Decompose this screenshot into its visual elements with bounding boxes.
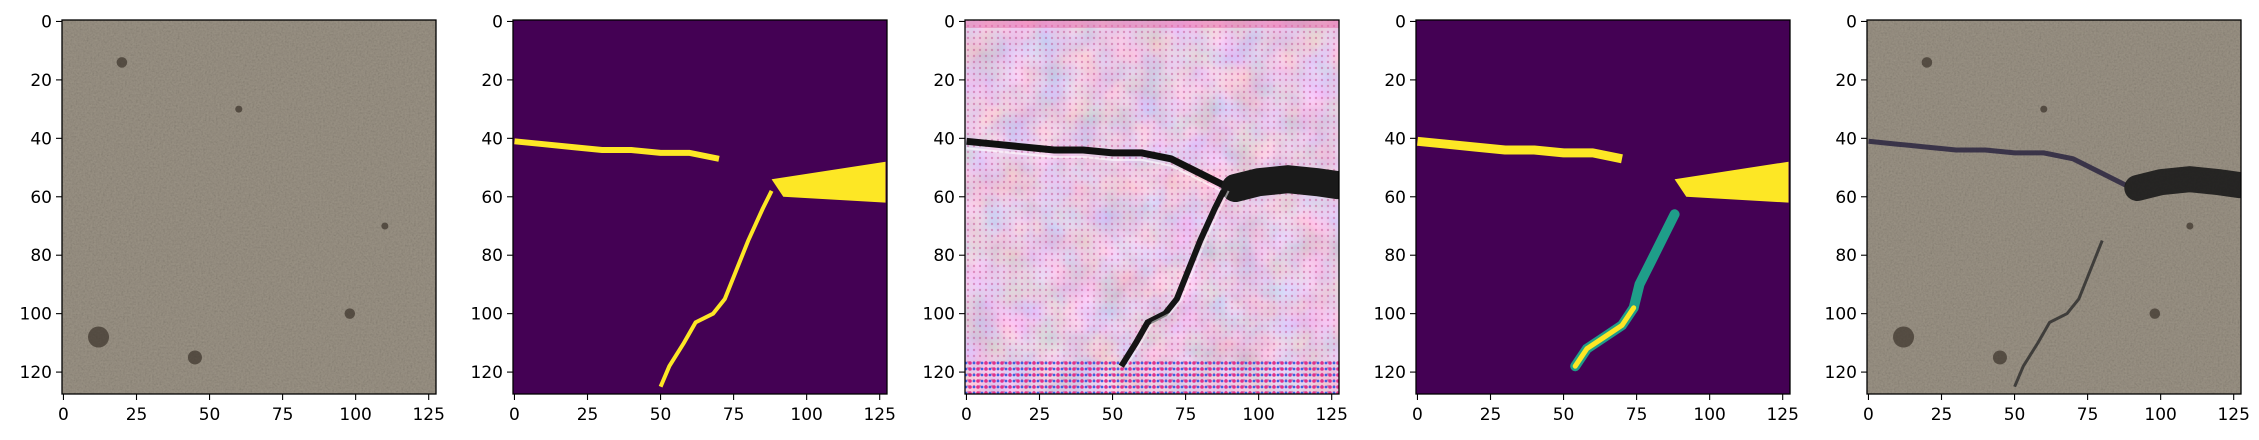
x-tick-label: 25 <box>126 405 148 425</box>
y-tick-label: 80 <box>1835 246 1857 266</box>
x-tick-label: 75 <box>723 405 745 425</box>
y-tick-label: 20 <box>933 71 955 91</box>
y-tick-label: 0 <box>41 12 52 32</box>
x-tick-label: 75 <box>2077 405 2099 425</box>
y-tick-label: 120 <box>1825 363 1857 383</box>
panel-mask-ground-truth: 0 25 50 75 100 125 0 20 40 60 80 100 120 <box>471 12 896 425</box>
x-tick-label: 50 <box>650 405 672 425</box>
y-tick-label: 80 <box>481 246 503 266</box>
y-tick-label: 40 <box>481 129 503 149</box>
x-tick-label: 25 <box>1480 405 1502 425</box>
y-tick-label: 20 <box>30 71 52 91</box>
panel-predicted-mask: 0 25 50 75 100 125 0 20 40 60 80 100 120 <box>1374 12 1799 425</box>
x-tick-label: 125 <box>2217 405 2249 425</box>
x-tick-label: 100 <box>2144 405 2176 425</box>
x-tick-label: 0 <box>961 405 972 425</box>
x-tick-label: 50 <box>199 405 221 425</box>
y-tick-label: 80 <box>1384 246 1406 266</box>
y-tick-label: 100 <box>923 305 955 325</box>
panel-image <box>513 20 887 394</box>
x-tick-label: 0 <box>509 405 520 425</box>
axes-frame <box>1866 19 2242 395</box>
y-tick-label: 40 <box>1835 129 1857 149</box>
y-tick-label: 60 <box>1384 188 1406 208</box>
x-tick-label: 0 <box>1412 405 1423 425</box>
x-tick-label: 100 <box>339 405 371 425</box>
axes-frame <box>964 19 1340 395</box>
x-tick-label: 125 <box>1766 405 1798 425</box>
panel-concrete-input: 0 25 50 75 100 125 0 20 40 60 80 100 120 <box>20 12 445 425</box>
x-tick-label: 125 <box>1315 405 1347 425</box>
y-tick-label: 20 <box>1384 71 1406 91</box>
x-tick-label: 75 <box>272 405 294 425</box>
y-tick-label: 120 <box>923 363 955 383</box>
y-tick-label: 0 <box>944 12 955 32</box>
y-tick-label: 0 <box>492 12 503 32</box>
x-tick-label: 50 <box>1102 405 1124 425</box>
x-tick-label: 100 <box>1242 405 1274 425</box>
y-tick-label: 20 <box>481 71 503 91</box>
axes-frame <box>512 19 888 395</box>
x-tick-label: 25 <box>1931 405 1953 425</box>
axes-frame <box>61 19 437 395</box>
y-tick-label: 100 <box>20 305 52 325</box>
x-tick-label: 125 <box>412 405 444 425</box>
y-tick-label: 20 <box>1835 71 1857 91</box>
y-tick-label: 40 <box>933 129 955 149</box>
y-tick-label: 40 <box>1384 129 1406 149</box>
y-tick-label: 100 <box>1825 305 1857 325</box>
panel-image <box>62 20 436 394</box>
y-tick-label: 60 <box>933 188 955 208</box>
y-tick-label: 100 <box>471 305 503 325</box>
y-tick-label: 120 <box>1374 363 1406 383</box>
y-tick-label: 60 <box>481 188 503 208</box>
y-tick-label: 120 <box>20 363 52 383</box>
x-tick-label: 50 <box>2004 405 2026 425</box>
y-tick-label: 60 <box>1835 188 1857 208</box>
panel-image <box>965 20 1339 394</box>
y-tick-label: 0 <box>1395 12 1406 32</box>
x-tick-label: 25 <box>1029 405 1051 425</box>
y-tick-label: 80 <box>933 246 955 266</box>
panel-image <box>1867 20 2241 394</box>
x-tick-label: 100 <box>790 405 822 425</box>
axes-frame <box>1415 19 1791 395</box>
x-tick-label: 50 <box>1553 405 1575 425</box>
x-tick-label: 75 <box>1626 405 1648 425</box>
x-tick-label: 0 <box>1863 405 1874 425</box>
y-tick-label: 120 <box>471 363 503 383</box>
y-tick-label: 100 <box>1374 305 1406 325</box>
y-tick-label: 80 <box>30 246 52 266</box>
x-tick-label: 125 <box>863 405 895 425</box>
panel-generated-crack-image: 0 25 50 75 100 125 0 20 40 60 80 100 120 <box>923 12 1348 425</box>
x-tick-label: 25 <box>577 405 599 425</box>
y-tick-label: 60 <box>30 188 52 208</box>
y-tick-label: 40 <box>30 129 52 149</box>
x-tick-label: 100 <box>1693 405 1725 425</box>
panel-image <box>1416 20 1790 394</box>
x-tick-label: 75 <box>1175 405 1197 425</box>
y-tick-label: 0 <box>1846 12 1857 32</box>
panel-blended-output: 0 25 50 75 100 125 0 20 40 60 80 100 120 <box>1825 12 2250 425</box>
x-tick-label: 0 <box>58 405 69 425</box>
